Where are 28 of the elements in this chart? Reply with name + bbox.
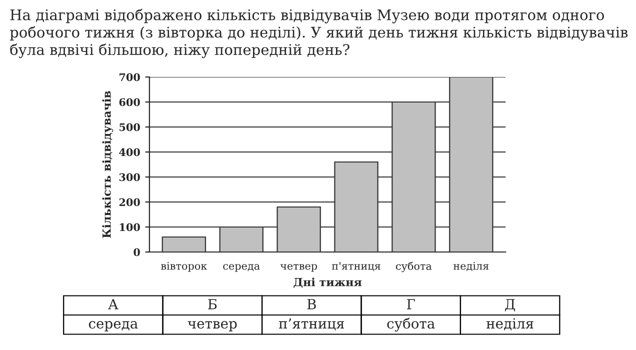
x-tick-label: середа — [223, 264, 260, 272]
x-axis-title: Дні тижня — [294, 278, 362, 288]
y-tick-label: 700 — [120, 73, 140, 82]
text: субота — [387, 318, 435, 332]
y-tick-label: 200 — [119, 198, 140, 206]
chart-title: На діаграмі відображено кількість відвідувачів Музею води протягом одного робочого тижня (з вівторка до неділі). У який день тижня кількість відвідувачів була вдвічі більшою, ніжу попередній день? — [10, 8, 628, 58]
text: В — [307, 299, 316, 310]
y-tick-label: 400 — [119, 148, 140, 156]
y-tick-label: 100 — [120, 223, 140, 232]
y-tick-label: 300 — [119, 173, 140, 182]
text: четвер — [188, 321, 237, 332]
x-tick-label: п'ятниця — [332, 262, 380, 272]
y-tick-label: 0 — [134, 248, 140, 256]
text: Г — [407, 299, 415, 310]
text: А — [108, 299, 118, 310]
text: середа — [88, 321, 138, 332]
text: п’ятниця — [278, 318, 344, 330]
y-tick-label: 500 — [120, 123, 140, 132]
x-tick-label: вівторок — [161, 262, 208, 272]
x-tick-label: субота — [396, 262, 432, 272]
y-axis-title: Кількість відвідувачів — [102, 91, 114, 238]
text: неділя — [486, 318, 534, 330]
text: Д — [505, 299, 516, 312]
x-tick-label: неділя — [453, 262, 489, 272]
y-tick-label: 600 — [119, 98, 140, 106]
text: Б — [208, 299, 217, 310]
bar — [162, 236, 206, 252]
x-tick-label: четвер — [280, 264, 318, 272]
